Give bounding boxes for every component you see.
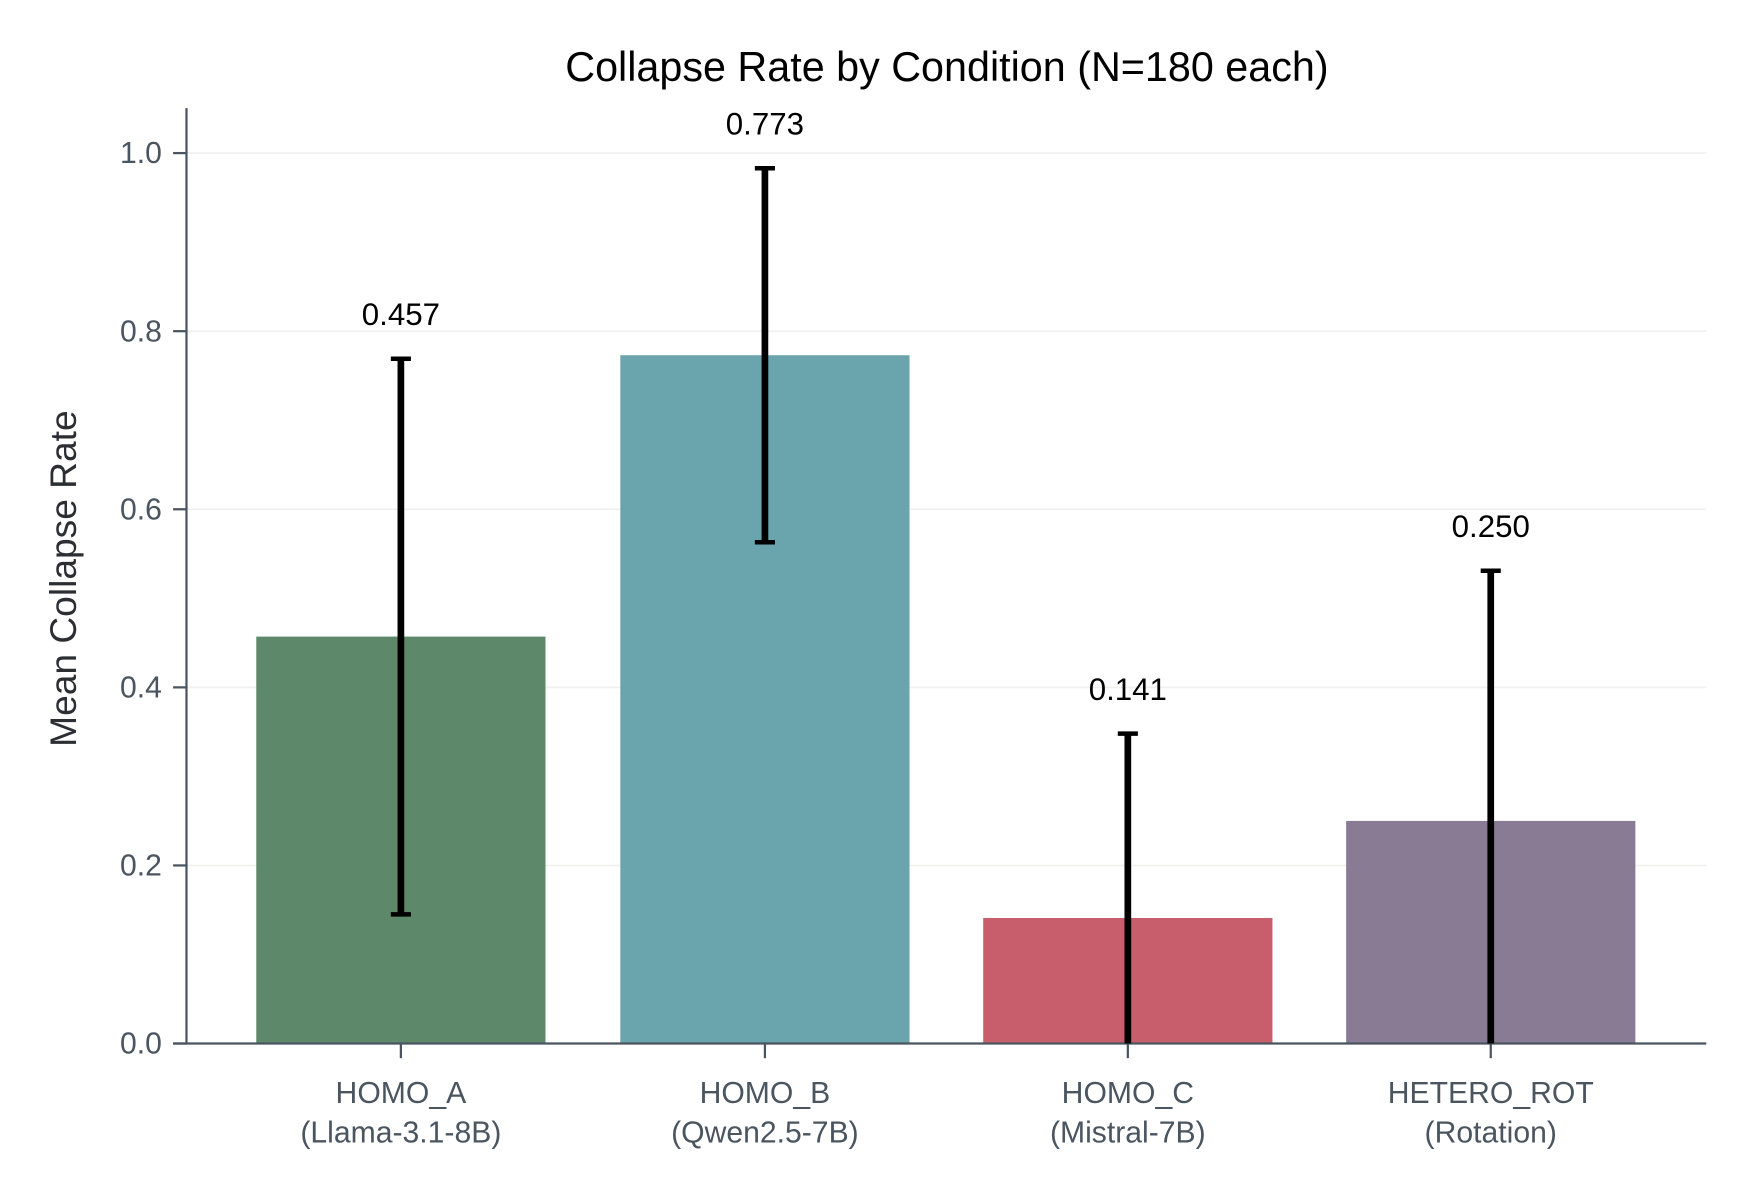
data-label: 0.773 (726, 106, 804, 141)
x-tick-sublabel: (Mistral-7B) (1050, 1116, 1206, 1149)
x-tick-sublabel: (Rotation) (1425, 1116, 1557, 1149)
y-tick-label: 0.0 (120, 1028, 162, 1061)
y-axis-label: Mean Collapse Rate (43, 410, 84, 746)
data-label: 0.250 (1452, 509, 1530, 544)
chart-title: Collapse Rate by Condition (N=180 each) (565, 43, 1328, 90)
x-tick-sublabel: (Llama-3.1-8B) (300, 1116, 501, 1149)
x-tick-label: HOMO_C (1062, 1077, 1194, 1110)
data-label: 0.457 (362, 297, 440, 332)
data-label: 0.141 (1089, 672, 1167, 707)
x-tick-sublabel: (Qwen2.5-7B) (671, 1116, 859, 1149)
y-tick-label: 0.8 (120, 315, 162, 348)
y-tick-label: 0.6 (120, 493, 162, 526)
x-tick-label: HETERO_ROT (1388, 1077, 1594, 1110)
x-tick-label: HOMO_A (336, 1077, 467, 1110)
y-tick-label: 0.2 (120, 849, 162, 882)
x-tick-label: HOMO_B (700, 1077, 831, 1110)
y-tick-label: 0.4 (120, 671, 162, 704)
y-tick-label: 1.0 (120, 137, 162, 170)
